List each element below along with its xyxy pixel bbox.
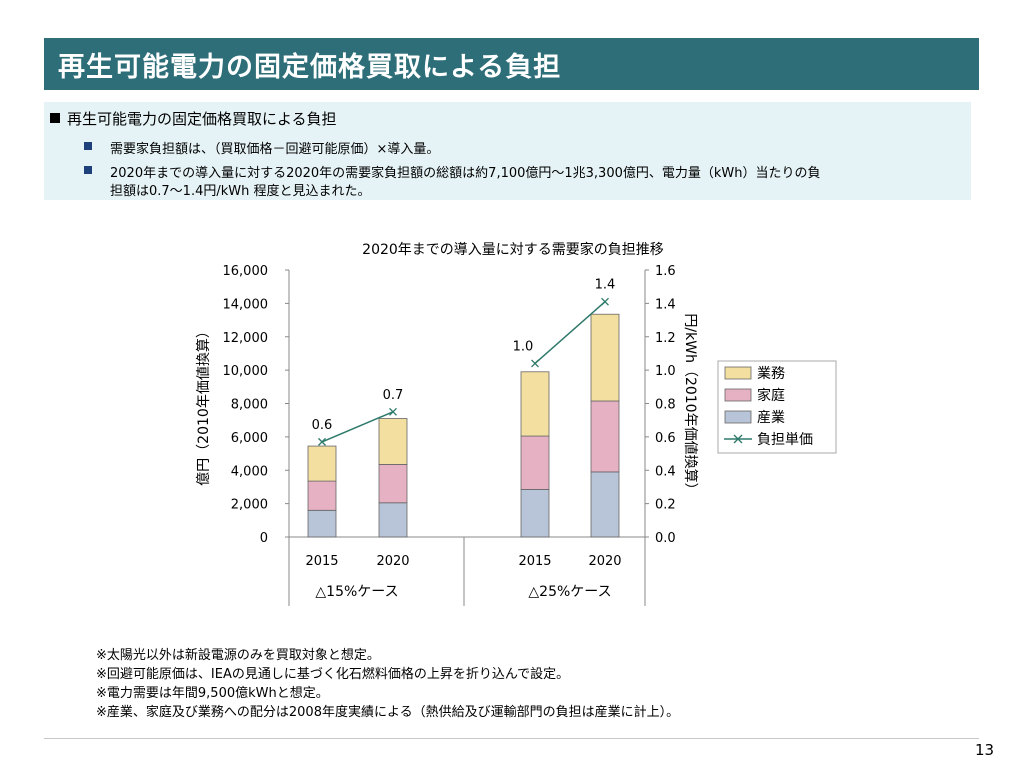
x-tick-label: 2015 [518, 554, 551, 569]
y-right-tick-label: 1.0 [655, 364, 676, 379]
marker-stroke [318, 437, 326, 446]
line-data-label: 0.7 [383, 388, 404, 403]
bar-segment [590, 471, 620, 538]
bar-segment [378, 464, 408, 504]
y-left-tick-label: 8,000 [231, 398, 268, 413]
y-left-tick-label: 14,000 [223, 297, 269, 312]
marker-stroke [389, 407, 397, 416]
summary-box: 再生可能電力の固定価格買取による負担 需要家負担額は、（買取価格－回避可能原価）… [44, 102, 971, 200]
x-tick-label: 2020 [376, 554, 409, 569]
bar-segment [590, 313, 620, 402]
bar-segment [590, 400, 620, 473]
line-point-marker [318, 437, 326, 446]
legend-swatch [724, 410, 752, 424]
bar-segment [520, 435, 550, 490]
summary-bullet-text: 需要家負担額は、（買取価格－回避可能原価）×導入量。 [110, 142, 440, 157]
x-group-label: △15%ケース [315, 584, 398, 600]
footnotes: ※太陽光以外は新設電源のみを買取対象と想定。 ※回避可能原価は、IEAの見通しに… [96, 646, 679, 722]
marker-stroke [531, 359, 539, 368]
line-segment [534, 301, 606, 365]
x-tick-label: 2020 [588, 554, 621, 569]
x-group-label: △25%ケース [528, 584, 611, 600]
line-data-label: 1.0 [513, 339, 534, 354]
y-left-tick-label: 0 [260, 531, 268, 546]
square-bullet-icon [84, 166, 92, 174]
page-number: 13 [975, 741, 995, 759]
chart-title: 2020年までの導入量に対する需要家の負担推移 [362, 241, 664, 258]
legend-label: 業務 [757, 366, 785, 382]
slide-title: 再生可能電力の固定価格買取による負担 [58, 52, 562, 83]
slide-title-bar: 再生可能電力の固定価格買取による負担 [44, 38, 979, 90]
bar-segment [307, 445, 337, 482]
y-right-tick-label: 0.0 [655, 531, 676, 546]
footnote: ※電力需要は年間9,500億kWhと想定。 [96, 686, 329, 701]
summary-bullet-text: 2020年までの導入量に対する2020年の需要家負担額の総額は約7,100億円～… [110, 166, 821, 181]
line-point-marker [601, 297, 609, 306]
footer-divider [44, 738, 979, 739]
y-axis-left-label: 億円（2010年価値換算） [196, 324, 212, 486]
y-right-tick-label: 0.8 [655, 398, 676, 413]
legend-label: 負担単価 [757, 432, 813, 448]
line-data-label: 0.6 [312, 418, 333, 433]
y-right-tick-label: 1.6 [655, 264, 676, 279]
square-bullet-icon [84, 142, 92, 150]
bar-segment [378, 502, 408, 538]
y-right-tick-label: 0.2 [655, 498, 676, 513]
y-left-tick-label: 4,000 [231, 464, 268, 479]
legend-swatch [724, 366, 752, 380]
marker-stroke [601, 297, 609, 306]
footnote: ※産業、家庭及び業務への配分は2008年度実績による（熱供給及び運輸部門の負担は… [96, 705, 680, 720]
y-left-tick-label: 6,000 [231, 431, 268, 446]
line-segment [321, 411, 394, 443]
line-point-marker [531, 359, 539, 368]
x-tick-label: 2015 [305, 554, 338, 569]
bar-segment [307, 509, 337, 538]
y-left-tick-label: 12,000 [223, 331, 269, 346]
legend-line-marker [733, 434, 743, 444]
footnote: ※太陽光以外は新設電源のみを買取対象と想定。 [96, 648, 380, 663]
y-left-tick-label: 16,000 [223, 264, 269, 279]
footnote: ※回避可能原価は、IEAの見通しに基づく化石燃料価格の上昇を折り込んで設定。 [96, 667, 570, 682]
y-right-tick-label: 0.4 [655, 464, 676, 479]
summary-heading: 再生可能電力の固定価格買取による負担 [50, 108, 337, 129]
square-bullet-icon [50, 113, 60, 123]
bar-segment [520, 489, 550, 538]
bar-segment [307, 480, 337, 511]
y-right-tick-label: 1.4 [655, 297, 676, 312]
line-point-marker [389, 407, 397, 416]
legend-swatch [724, 388, 752, 402]
line-data-label: 1.4 [595, 278, 616, 293]
y-axis-right-label: 円/kWh（2010年価値換算） [682, 313, 698, 496]
y-right-tick-label: 0.6 [655, 431, 676, 446]
bar-segment [378, 418, 408, 465]
summary-bullet-text-continued: 担額は0.7～1.4円/kWh 程度と見込まれた。 [110, 184, 371, 199]
bar-segment [520, 371, 550, 437]
y-left-tick-label: 2,000 [231, 498, 268, 513]
legend-label: 家庭 [757, 387, 785, 404]
legend-label: 産業 [757, 410, 785, 426]
summary-heading-text: 再生可能電力の固定価格買取による負担 [67, 110, 337, 128]
y-right-tick-label: 1.2 [655, 331, 676, 346]
y-left-tick-label: 10,000 [223, 364, 269, 379]
